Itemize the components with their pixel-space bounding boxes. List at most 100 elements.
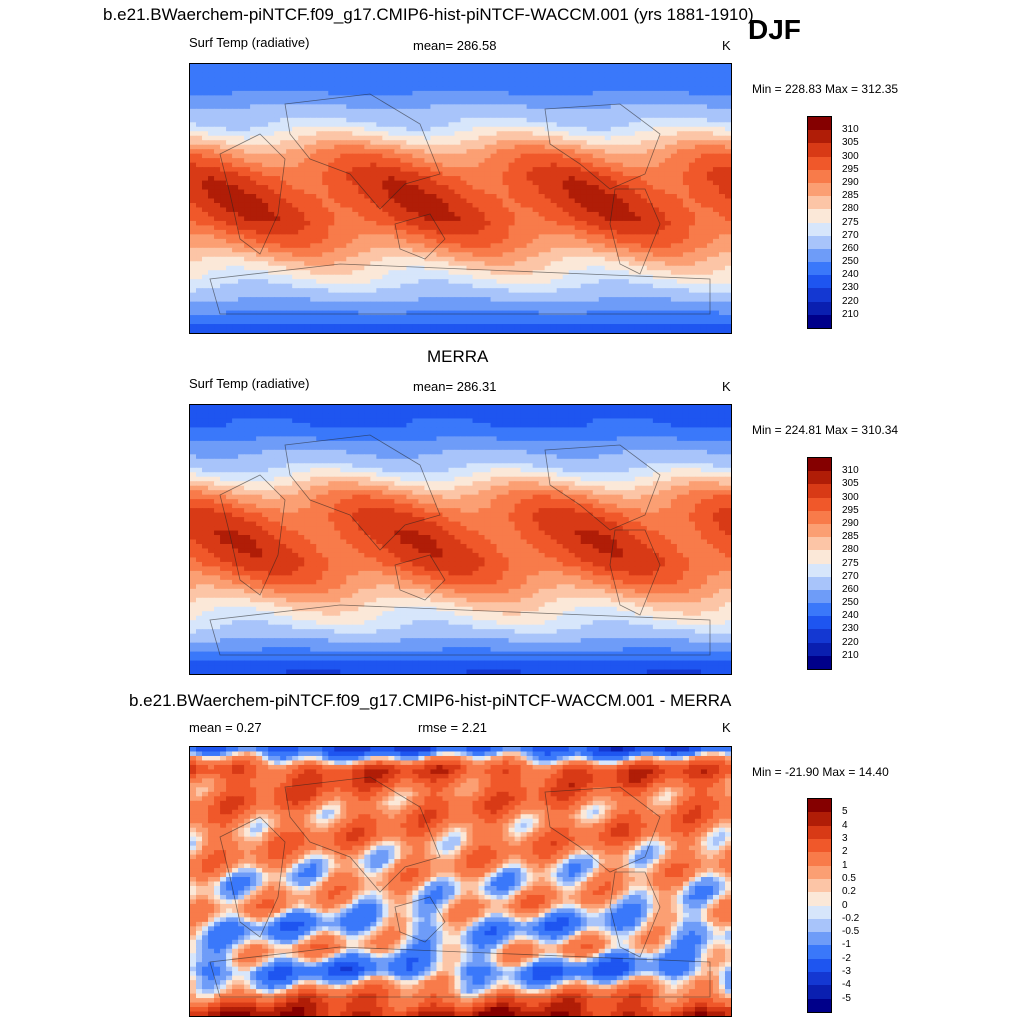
contour-cell bbox=[394, 99, 401, 105]
contour-cell bbox=[304, 306, 311, 312]
contour-cell bbox=[586, 265, 594, 271]
contour-cell bbox=[706, 247, 714, 253]
contour-cell bbox=[238, 247, 245, 253]
contour-cell bbox=[634, 185, 642, 191]
contour-cell bbox=[286, 252, 293, 258]
contour-cell bbox=[340, 279, 347, 285]
contour-cell bbox=[190, 310, 197, 316]
contour-cell bbox=[358, 220, 365, 226]
contour-cell bbox=[526, 77, 534, 83]
contour-cell bbox=[400, 310, 407, 316]
contour-cell bbox=[214, 144, 221, 150]
contour-cell bbox=[532, 297, 540, 303]
contour-cell bbox=[400, 140, 407, 146]
contour-cell bbox=[262, 229, 269, 235]
contour-cell bbox=[436, 243, 444, 249]
contour-cell bbox=[688, 126, 696, 132]
contour-cell bbox=[610, 140, 618, 146]
contour-cell bbox=[418, 113, 426, 119]
contour-cell bbox=[274, 95, 281, 101]
contour-cell bbox=[310, 135, 317, 141]
contour-cell bbox=[604, 252, 612, 258]
contour-cell bbox=[598, 162, 606, 168]
contour-cell bbox=[418, 211, 426, 218]
contour-cell bbox=[334, 72, 341, 79]
contour-cell bbox=[364, 162, 371, 168]
contour-cell bbox=[484, 140, 492, 146]
contour-cell bbox=[592, 216, 600, 222]
contour-cell bbox=[346, 144, 353, 150]
contour-cell bbox=[316, 243, 323, 249]
contour-cell bbox=[640, 99, 648, 105]
contour-cell bbox=[538, 261, 546, 267]
contour-cell bbox=[268, 261, 275, 267]
contour-cell bbox=[322, 135, 329, 141]
contour-cell bbox=[424, 306, 432, 312]
contour-cell bbox=[442, 216, 450, 222]
contour-cell bbox=[544, 288, 552, 294]
contour-cell bbox=[364, 247, 371, 253]
contour-cell bbox=[592, 279, 600, 285]
contour-cell bbox=[322, 229, 329, 235]
contour-cell bbox=[568, 288, 576, 294]
contour-cell bbox=[484, 279, 492, 285]
contour-cell bbox=[358, 202, 365, 209]
contour-cell bbox=[454, 194, 462, 200]
contour-cell bbox=[430, 225, 438, 231]
contour-cell bbox=[268, 113, 275, 119]
contour-cell bbox=[526, 194, 534, 200]
contour-cell bbox=[688, 180, 696, 186]
contour-cell bbox=[562, 140, 570, 146]
contour-cell bbox=[448, 72, 456, 79]
contour-cell bbox=[616, 229, 624, 235]
contour-cell bbox=[604, 64, 612, 70]
contour-cell bbox=[298, 252, 305, 258]
contour-cell bbox=[298, 274, 305, 280]
contour-cell bbox=[328, 220, 335, 226]
contour-cell bbox=[688, 297, 696, 303]
contour-cell bbox=[334, 252, 341, 258]
contour-cell bbox=[712, 140, 720, 146]
contour-cell bbox=[220, 310, 227, 316]
contour-cell bbox=[322, 77, 329, 83]
contour-cell bbox=[316, 68, 323, 74]
contour-cell bbox=[430, 99, 438, 105]
contour-cell bbox=[490, 167, 498, 173]
contour-cell bbox=[502, 86, 510, 92]
contour-cell bbox=[214, 162, 221, 168]
contour-cell bbox=[478, 297, 486, 303]
contour-cell bbox=[244, 310, 251, 316]
contour-cell bbox=[418, 68, 426, 74]
contour-cell bbox=[322, 274, 329, 280]
contour-cell bbox=[322, 126, 329, 132]
contour-cell bbox=[292, 238, 299, 244]
contour-cell bbox=[466, 117, 474, 123]
contour-cell bbox=[214, 72, 221, 79]
contour-cell bbox=[346, 72, 353, 79]
contour-cell bbox=[340, 108, 347, 114]
contour-cell bbox=[634, 194, 642, 200]
contour-cell bbox=[724, 252, 731, 258]
contour-cell bbox=[298, 202, 305, 209]
contour-cell bbox=[196, 162, 203, 168]
contour-cell bbox=[676, 64, 684, 70]
contour-cell bbox=[502, 229, 510, 235]
contour-cell bbox=[430, 229, 438, 235]
contour-cell bbox=[328, 274, 335, 280]
contour-cell bbox=[538, 158, 546, 164]
contour-cell bbox=[214, 238, 221, 244]
contour-cell bbox=[568, 158, 576, 164]
contour-cell bbox=[232, 68, 239, 74]
contour-cell bbox=[478, 104, 486, 110]
contour-cell bbox=[430, 135, 438, 141]
contour-cell bbox=[646, 122, 654, 128]
contour-cell bbox=[484, 234, 492, 240]
contour-cell bbox=[676, 113, 684, 119]
contour-cell bbox=[568, 90, 576, 96]
contour-cell bbox=[208, 64, 215, 70]
contour-cell bbox=[664, 135, 672, 141]
contour-cell bbox=[406, 131, 414, 137]
contour-cell bbox=[556, 104, 564, 110]
contour-cell bbox=[646, 194, 654, 200]
contour-cell bbox=[478, 207, 486, 213]
